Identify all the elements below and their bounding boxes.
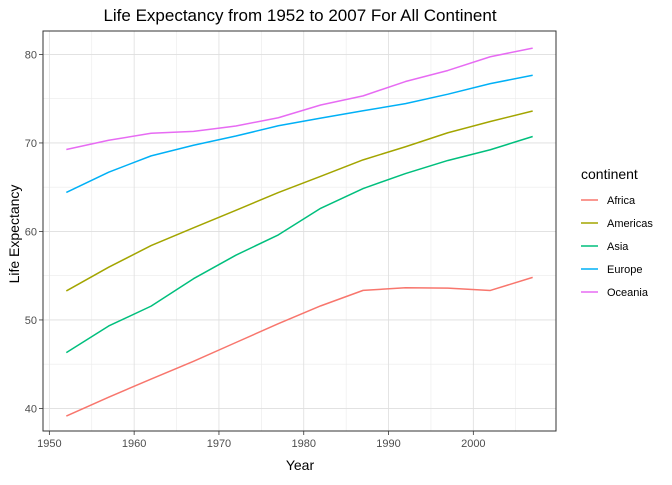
series-line-asia — [65, 135, 533, 354]
y-tick-label: 80 — [25, 49, 37, 61]
x-tick-label: 2000 — [461, 438, 485, 450]
plot-panel: 1950 1960 1970 1980 1990 2000 40 50 60 70 80 — [25, 30, 557, 450]
x-tick-label: 1990 — [376, 438, 400, 450]
x-tick-label: 1980 — [291, 438, 315, 450]
series-line-africa — [66, 276, 533, 417]
x-tick-label: 1960 — [122, 438, 146, 450]
series-line-oceania — [66, 47, 533, 151]
series-line-europe — [65, 74, 533, 194]
legend: continent Africa Americas Asia Europe Oceani… — [581, 166, 653, 299]
legend-title: continent — [581, 166, 638, 182]
y-tick-label: 40 — [25, 403, 37, 415]
x-tick-label: 1970 — [207, 438, 231, 450]
y-tick-label: 50 — [25, 315, 37, 327]
series-line-americas — [65, 110, 533, 292]
legend-label-asia: Asia — [607, 241, 629, 253]
panel-background — [43, 31, 556, 431]
legend-label-europe: Europe — [607, 264, 642, 276]
x-axis-title: Year — [286, 457, 315, 473]
panel-border — [42, 30, 557, 432]
y-tick-label: 60 — [25, 226, 37, 238]
legend-label-africa: Africa — [607, 195, 636, 207]
y-tick-label: 70 — [25, 138, 37, 150]
legend-label-oceania: Oceania — [607, 287, 649, 299]
y-axis-title: Life Expectancy — [6, 185, 22, 284]
legend-label-americas: Americas — [607, 218, 653, 230]
chart-title: Life Expectancy from 1952 to 2007 For Al… — [103, 6, 496, 25]
x-tick-label: 1950 — [37, 438, 61, 450]
